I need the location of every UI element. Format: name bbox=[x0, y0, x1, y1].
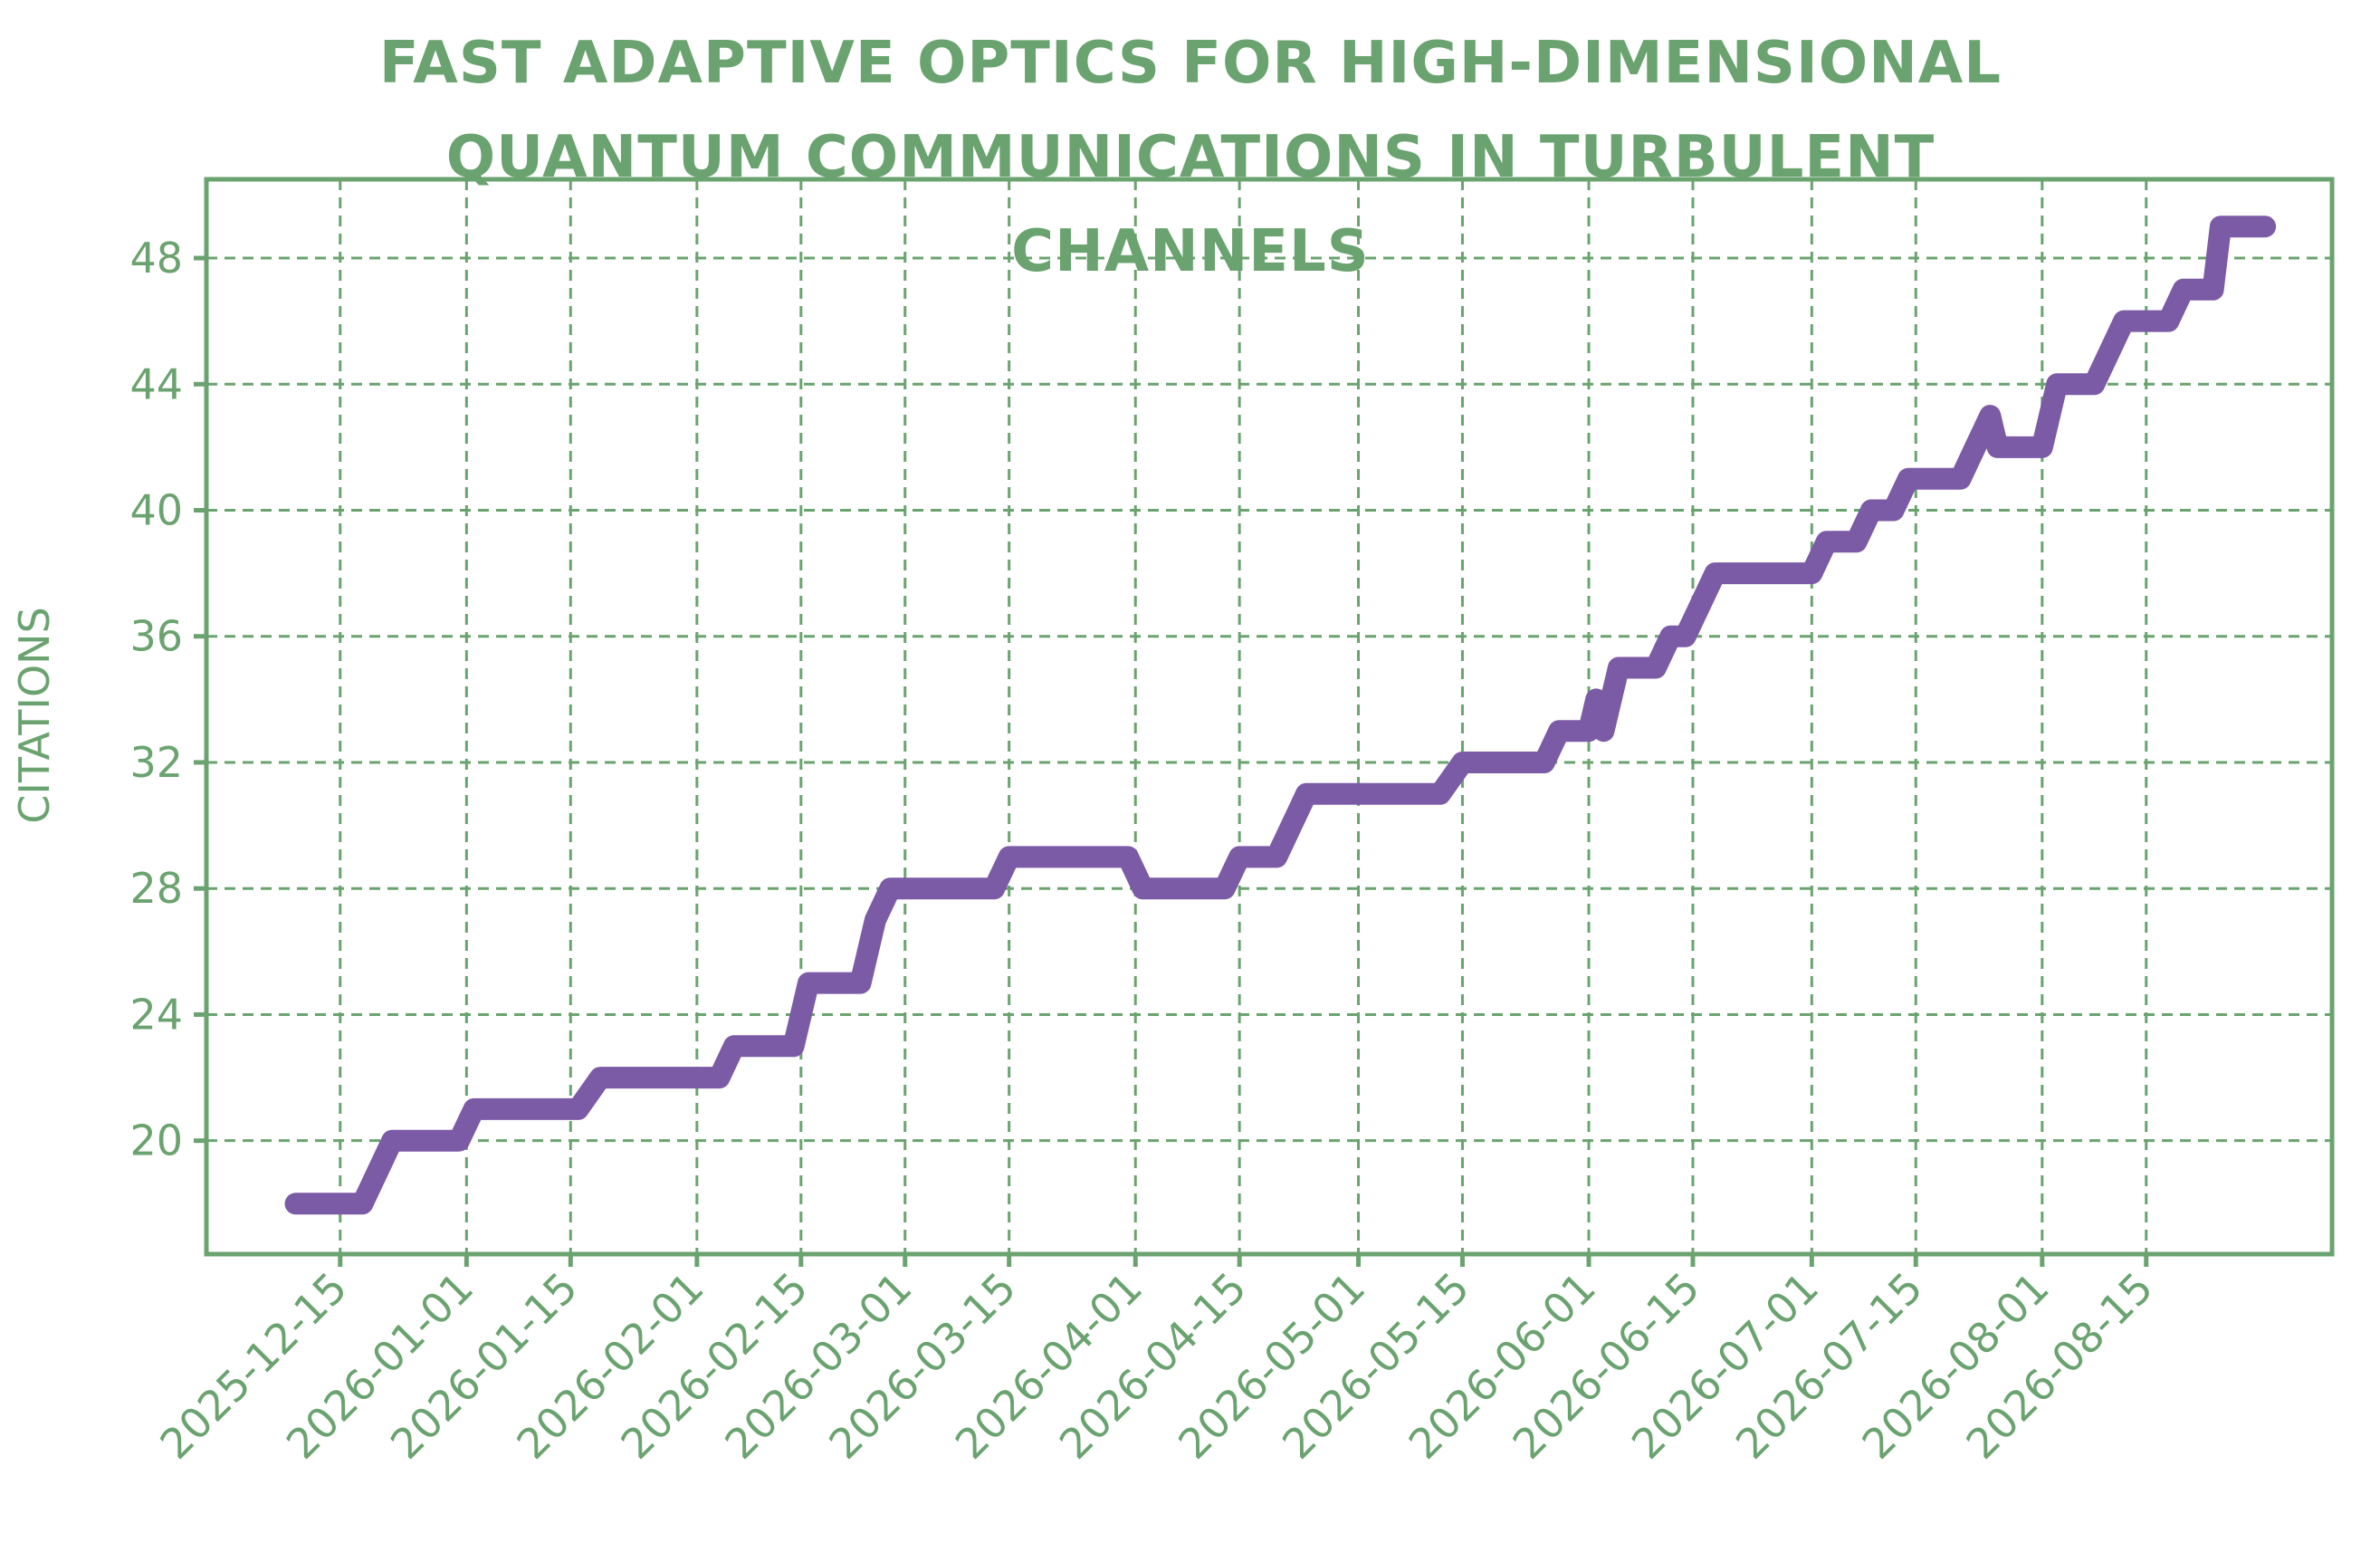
plot-frame bbox=[204, 177, 2335, 1257]
data-line bbox=[284, 216, 2277, 1215]
y-tick-label: 24 bbox=[129, 990, 183, 1039]
y-tick-label: 40 bbox=[129, 485, 183, 534]
y-tick-label: 32 bbox=[129, 738, 183, 787]
chart-title: FAST ADAPTIVE OPTICS FOR HIGH-DIMENSIONA… bbox=[378, 30, 2002, 285]
y-tick-label: 36 bbox=[129, 612, 183, 661]
y-tick-label: 44 bbox=[129, 359, 183, 408]
y-tick-label: 28 bbox=[129, 864, 183, 913]
y-tick-label: 20 bbox=[129, 1116, 183, 1165]
y-axis-label: CITATIONS bbox=[10, 607, 59, 824]
y-tick-label: 48 bbox=[129, 234, 183, 283]
